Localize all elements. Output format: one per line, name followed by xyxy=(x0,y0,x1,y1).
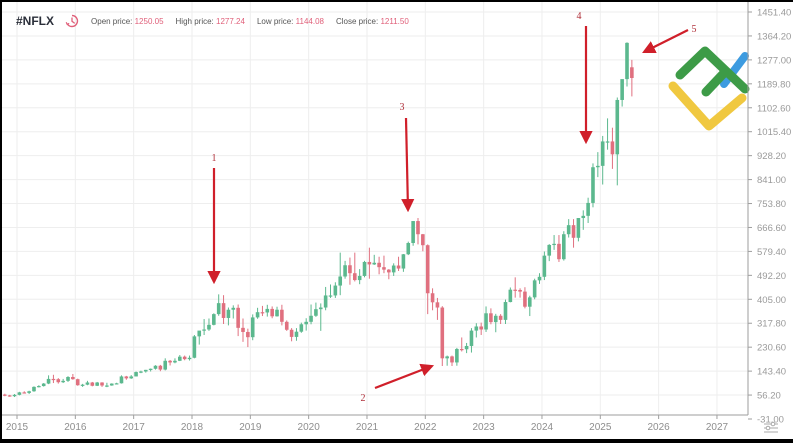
clock-history-icon[interactable] xyxy=(65,14,79,28)
svg-text:2015: 2015 xyxy=(6,422,29,433)
svg-text:2019: 2019 xyxy=(239,422,262,433)
low-price-value: 1144.08 xyxy=(295,16,324,26)
svg-text:1189.80: 1189.80 xyxy=(757,79,791,90)
svg-text:56.20: 56.20 xyxy=(757,391,781,402)
svg-text:317.80: 317.80 xyxy=(757,319,786,330)
svg-text:1015.40: 1015.40 xyxy=(757,127,791,138)
annotation-1-arrow: 1 xyxy=(207,153,221,285)
axes: 1451.40 1364.20 1277.00 1189.80 1102.60 1015.… xyxy=(2,2,791,433)
svg-text:1: 1 xyxy=(212,153,217,164)
sliders-icon[interactable] xyxy=(763,421,779,433)
svg-text:2018: 2018 xyxy=(181,422,204,433)
open-price-value: 1250.05 xyxy=(134,16,164,26)
low-price: Low price: 1144.08 xyxy=(257,17,324,26)
svg-text:666.60: 666.60 xyxy=(757,223,786,234)
svg-text:1277.00: 1277.00 xyxy=(757,55,791,66)
svg-text:2024: 2024 xyxy=(531,422,554,433)
grid xyxy=(2,2,748,415)
svg-text:492.20: 492.20 xyxy=(757,271,786,282)
svg-text:4: 4 xyxy=(577,11,582,22)
ticker-symbol[interactable]: #NFLX xyxy=(16,14,55,28)
svg-text:3: 3 xyxy=(400,102,405,113)
high-price-label: High price: xyxy=(175,16,214,26)
annotation-3-arrow: 3 xyxy=(400,102,415,213)
svg-text:2026: 2026 xyxy=(648,422,671,433)
svg-text:230.60: 230.60 xyxy=(757,343,786,354)
svg-text:2020: 2020 xyxy=(298,422,321,433)
svg-text:841.00: 841.00 xyxy=(757,175,786,186)
svg-text:2: 2 xyxy=(361,393,366,404)
svg-text:1102.60: 1102.60 xyxy=(757,103,791,114)
close-price-label: Close price: xyxy=(335,16,379,26)
annotation-4-arrow: 4 xyxy=(577,11,593,145)
svg-text:2016: 2016 xyxy=(64,422,87,433)
svg-text:5: 5 xyxy=(692,24,697,35)
svg-text:2023: 2023 xyxy=(473,422,496,433)
high-price-value: 1277.24 xyxy=(216,16,245,26)
svg-text:2022: 2022 xyxy=(414,422,437,433)
annotation-5-arrow: 5 xyxy=(642,24,697,53)
svg-text:1451.40: 1451.40 xyxy=(757,8,791,19)
high-price: High price: 1277.24 xyxy=(176,17,245,26)
svg-text:579.40: 579.40 xyxy=(757,247,786,258)
svg-text:-31.00: -31.00 xyxy=(757,415,784,426)
open-price: Open price: 1250.05 xyxy=(91,17,164,26)
svg-text:2021: 2021 xyxy=(356,422,379,433)
svg-text:1364.20: 1364.20 xyxy=(757,31,791,42)
candles xyxy=(3,42,634,398)
svg-text:753.80: 753.80 xyxy=(757,199,786,210)
open-price-label: Open price: xyxy=(91,16,133,26)
svg-text:2017: 2017 xyxy=(123,422,146,433)
annotations: 1 2 3 4 5 xyxy=(207,11,697,404)
close-price: Close price: 1211.50 xyxy=(336,17,409,26)
annotation-2-arrow: 2 xyxy=(361,363,435,404)
svg-text:928.20: 928.20 xyxy=(757,151,786,162)
svg-text:405.00: 405.00 xyxy=(757,295,786,306)
svg-text:2027: 2027 xyxy=(706,422,729,433)
chart-header: #NFLX Open price: 1250.05 High price: 12… xyxy=(16,11,421,31)
close-price-value: 1211.50 xyxy=(380,16,409,26)
low-price-label: Low price: xyxy=(256,16,294,26)
svg-text:2025: 2025 xyxy=(589,422,612,433)
litefinance-logo xyxy=(668,46,750,131)
svg-text:143.40: 143.40 xyxy=(757,367,786,378)
